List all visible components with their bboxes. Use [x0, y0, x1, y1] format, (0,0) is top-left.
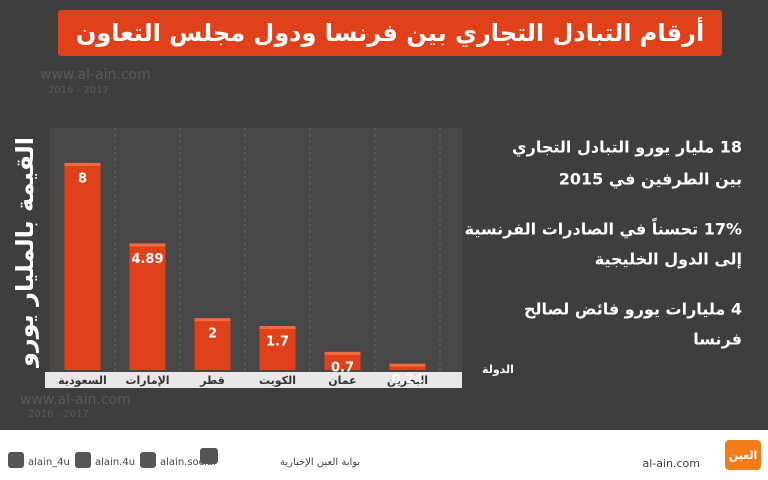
- y-axis-label: القيمة بالمليار يورو: [11, 137, 39, 368]
- annotation: إلى الدول الخليجية: [595, 250, 742, 269]
- bar-top: [194, 318, 231, 322]
- bar-top: [389, 363, 426, 367]
- footer-handle: alain.4u: [95, 457, 135, 468]
- annotation: 4 مليارات يورو فائض لصالح: [524, 300, 742, 319]
- value-label: 1.7: [266, 335, 289, 350]
- annotation: 17% تحسناً في الصادرات الفرنسية: [465, 217, 742, 240]
- icon: [200, 448, 218, 464]
- category-strip: [45, 372, 462, 388]
- annotation: بين الطرفين في 2015: [559, 170, 742, 190]
- value-label: 4.89: [131, 252, 163, 267]
- bar-top: [259, 326, 296, 329]
- annotation: 18 مليار يورو التبادل التجاري: [512, 138, 742, 158]
- footer-handle: alain_4u: [28, 457, 70, 468]
- x-tick-label: الكويت: [259, 374, 296, 387]
- watermark: 2016 - 2017: [28, 409, 89, 420]
- value-label: 0.24: [391, 372, 423, 387]
- footer: [0, 430, 768, 476]
- bar: [389, 363, 426, 370]
- value-label: 2: [208, 327, 217, 342]
- icon: [75, 452, 91, 468]
- icon: [8, 452, 24, 468]
- x-tick-label: عمان: [328, 374, 356, 387]
- logo-text: العين: [729, 449, 758, 462]
- footer-handle: alain.social: [160, 457, 216, 468]
- bar: [194, 318, 231, 370]
- bar: [259, 326, 296, 370]
- x-tick-label: السعودية: [58, 374, 107, 387]
- value-label: 8: [78, 171, 87, 186]
- x-tick-label: الإمارات: [125, 374, 169, 387]
- bar-top: [64, 162, 101, 166]
- value-label: 0.7: [331, 360, 354, 375]
- bar-top: [324, 351, 361, 355]
- x-axis-label: الدولة: [482, 363, 514, 376]
- chart-title: أرقام التبادل التجاري بين فرنسا ودول مجل…: [76, 17, 704, 47]
- plot-area: [50, 128, 462, 372]
- footer-handle: بوابة العين الإخبارية: [280, 457, 360, 468]
- bar-top: [129, 243, 166, 247]
- footer-site: al-ain.com: [642, 457, 700, 470]
- bar: [324, 351, 361, 370]
- watermark: www.al-ain.com: [40, 67, 151, 83]
- title-box: [58, 10, 722, 56]
- bar: [129, 243, 166, 370]
- icon: [140, 452, 156, 468]
- x-tick-label: قطر: [199, 374, 225, 387]
- bar: [64, 162, 101, 370]
- logo: [725, 440, 761, 470]
- watermark: 2016 - 2017: [48, 85, 109, 96]
- x-tick-label: البحرين: [387, 374, 428, 387]
- annotation: فرنسا: [693, 330, 742, 349]
- watermark: www.al-ain.com: [20, 392, 131, 408]
